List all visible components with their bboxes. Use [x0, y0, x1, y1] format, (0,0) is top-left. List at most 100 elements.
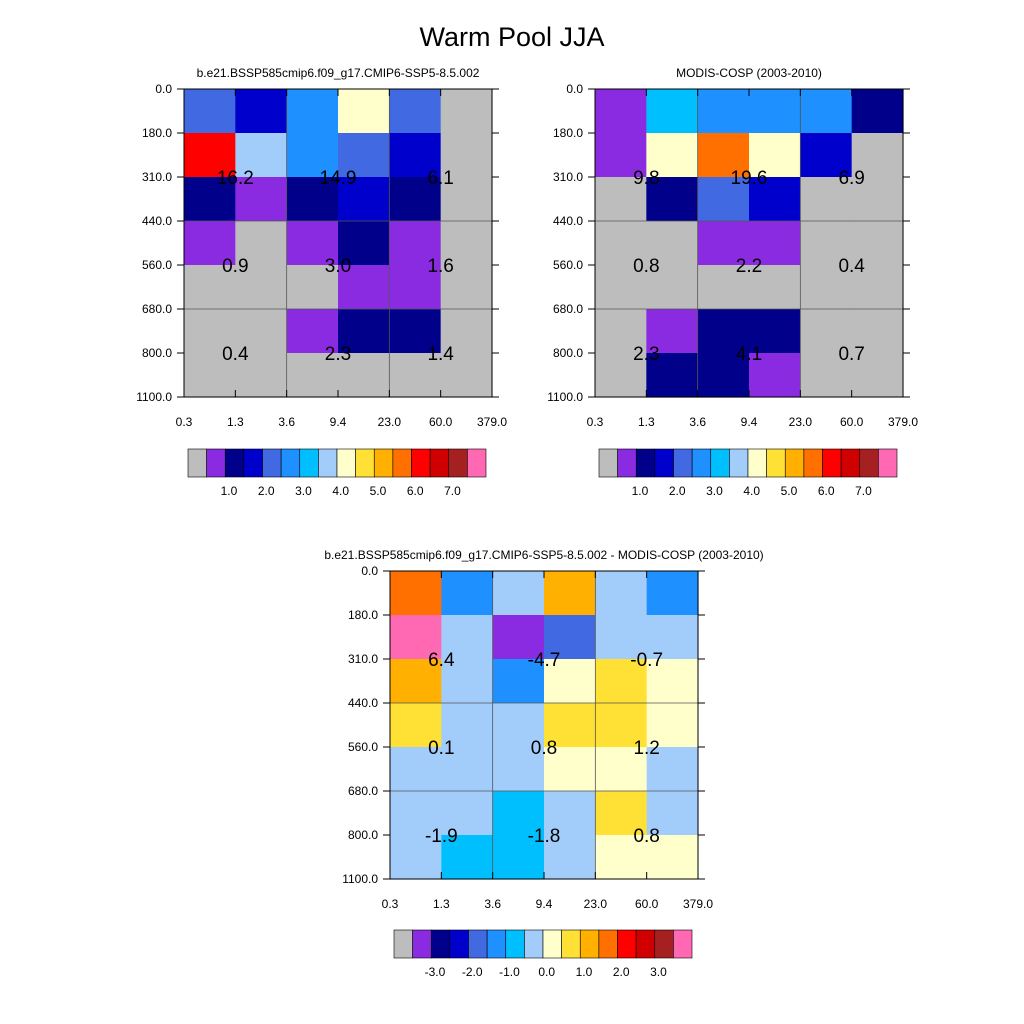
- heatmap-cell: [338, 177, 390, 222]
- heatmap-cell: [286, 309, 339, 354]
- colorbar-swatch: [187, 448, 207, 478]
- heatmap-cell: [390, 703, 442, 748]
- y-tick-label: 800.0: [142, 346, 172, 360]
- heatmap-cell: [646, 353, 699, 398]
- y-tick-label: 0.0: [566, 82, 583, 96]
- cell-annotation: 0.7: [838, 344, 864, 365]
- colorbar-label: 6.0: [407, 484, 424, 498]
- colorbar-label: -1.0: [499, 965, 520, 979]
- colorbar-swatch: [393, 929, 413, 959]
- heatmap-cell: [440, 265, 493, 310]
- heatmap-cell: [389, 353, 442, 398]
- heatmap-cell: [851, 221, 904, 266]
- colorbar-swatch: [468, 929, 488, 959]
- colorbar-label: 5.0: [370, 484, 387, 498]
- cell-annotation: 0.8: [633, 256, 659, 277]
- colorbar-swatch: [243, 448, 263, 478]
- cell-annotation: 6.1: [427, 168, 453, 189]
- heatmap-cell: [390, 791, 442, 836]
- heatmap-cell: [800, 353, 853, 398]
- heatmap-cell: [697, 89, 750, 134]
- cell-annotation: 0.1: [428, 738, 454, 759]
- colorbar-swatch: [448, 448, 468, 478]
- colorbar-label: 2.0: [258, 484, 275, 498]
- heatmap-cell: [749, 89, 801, 134]
- heatmap-cell: [492, 571, 545, 616]
- heatmap-cell: [595, 353, 647, 398]
- cell-annotation: 0.9: [222, 256, 248, 277]
- heatmap-cell: [440, 221, 493, 266]
- heatmap-cell: [595, 791, 648, 836]
- panel-1: b.e21.BSSP585cmip6.f09_g17.CMIP6-SSP5-8.…: [136, 66, 507, 498]
- colorbar-label: 2.0: [613, 965, 630, 979]
- heatmap-cell: [595, 571, 648, 616]
- colorbar-swatch: [822, 448, 842, 478]
- cell-annotation: 4.1: [736, 344, 762, 365]
- heatmap-cell: [286, 265, 339, 310]
- heatmap-cell: [338, 309, 390, 354]
- heatmap-cell: [800, 133, 853, 178]
- heatmap-cell: [646, 571, 699, 616]
- cell-annotation: 2.3: [633, 344, 659, 365]
- heatmap-cell: [851, 89, 904, 134]
- y-tick-label: 180.0: [142, 126, 172, 140]
- heatmap-cell: [646, 659, 699, 704]
- y-tick-label: 440.0: [142, 214, 172, 228]
- y-tick-label: 680.0: [142, 302, 172, 316]
- colorbar-swatch: [766, 448, 786, 478]
- x-tick-label: 9.4: [536, 897, 553, 911]
- panel-3: b.e21.BSSP585cmip6.f09_g17.CMIP6-SSP5-8.…: [324, 548, 763, 979]
- heatmap-cell: [441, 835, 494, 880]
- heatmap-cell: [851, 133, 904, 178]
- x-tick-label: 379.0: [888, 415, 918, 429]
- colorbar-swatch: [654, 448, 674, 478]
- x-tick-label: 0.3: [382, 897, 399, 911]
- cell-annotation: 3.0: [325, 256, 351, 277]
- heatmap-cell: [184, 221, 236, 266]
- cell-annotation: 2.2: [736, 256, 762, 277]
- cell-annotation: -1.9: [425, 826, 458, 847]
- heatmap-cell: [646, 615, 699, 660]
- heatmap-cell: [544, 747, 596, 792]
- colorbar-swatch: [206, 448, 226, 478]
- cell-annotation: 0.8: [531, 738, 557, 759]
- heatmap-cell: [595, 221, 647, 266]
- heatmap-cell: [389, 177, 442, 222]
- heatmap-cell: [646, 791, 699, 836]
- y-tick-label: 680.0: [553, 302, 583, 316]
- heatmap-cell: [800, 89, 853, 134]
- heatmap-cell: [286, 353, 339, 398]
- heatmap-cell: [697, 353, 750, 398]
- heatmap-cell: [184, 353, 236, 398]
- x-tick-label: 9.4: [741, 415, 758, 429]
- colorbar-swatch: [840, 448, 861, 478]
- colorbar-swatch: [299, 448, 319, 478]
- colorbar-swatch: [729, 448, 749, 478]
- y-tick-label: 440.0: [348, 696, 378, 710]
- y-tick-label: 560.0: [553, 258, 583, 272]
- cell-annotation: 16.2: [217, 168, 254, 189]
- x-tick-label: 379.0: [683, 897, 713, 911]
- heatmap-cell: [235, 309, 288, 354]
- y-tick-label: 1100.0: [547, 390, 583, 404]
- heatmap-cell: [235, 133, 288, 178]
- figure-title: Warm Pool JJA: [419, 22, 604, 52]
- heatmap-cell: [544, 571, 596, 616]
- colorbar-swatch: [617, 929, 637, 959]
- heatmap-cell: [492, 703, 545, 748]
- x-tick-label: 1.3: [227, 415, 244, 429]
- heatmap-cell: [749, 353, 801, 398]
- heatmap-cell: [749, 265, 801, 310]
- heatmap-cell: [286, 177, 339, 222]
- colorbar-swatch: [617, 448, 637, 478]
- heatmap-cell: [544, 659, 596, 704]
- x-tick-label: 60.0: [635, 897, 659, 911]
- heatmap-cell: [389, 265, 442, 310]
- heatmap-cell: [389, 89, 442, 134]
- colorbar-label: 3.0: [650, 965, 667, 979]
- heatmap-cell: [440, 89, 493, 134]
- heatmap-cell: [544, 835, 596, 880]
- heatmap-cell: [595, 309, 647, 354]
- colorbar-swatch: [467, 448, 487, 478]
- colorbar-swatch: [412, 929, 432, 959]
